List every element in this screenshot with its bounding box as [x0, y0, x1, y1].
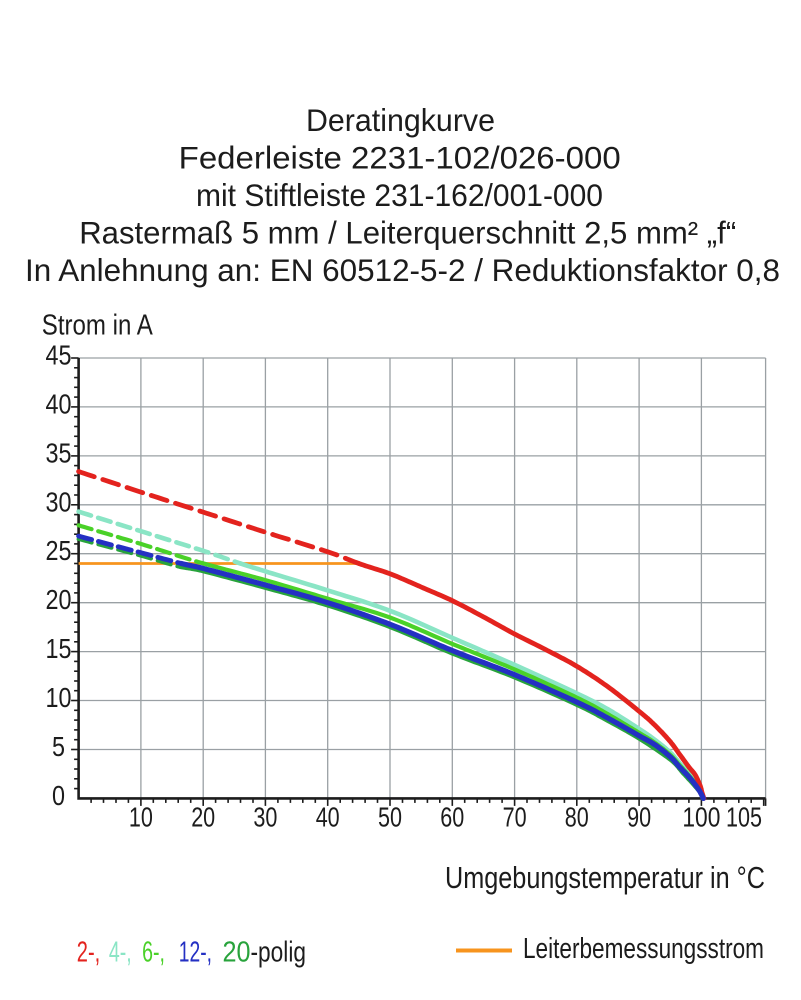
svg-text:105: 105: [726, 802, 762, 833]
svg-text:Strom in A: Strom in A: [42, 310, 154, 342]
svg-text:In Anlehnung an: EN 60512-5-2: In Anlehnung an: EN 60512-5-2 / Reduktio…: [25, 252, 780, 288]
svg-text:Deratingkurve: Deratingkurve: [306, 102, 495, 138]
svg-text:50: 50: [378, 802, 402, 833]
svg-text:Leiterbemessungsstrom: Leiterbemessungsstrom: [523, 933, 764, 965]
svg-text:25: 25: [46, 535, 72, 566]
svg-text:2-,: 2-,: [77, 937, 100, 969]
svg-text:Rastermaß 5 mm / Leiterquersch: Rastermaß 5 mm / Leiterquerschnitt 2,5 m…: [79, 215, 736, 251]
svg-text:Federleiste 2231-102/026-000: Federleiste 2231-102/026-000: [179, 140, 621, 176]
svg-text:20: 20: [223, 937, 251, 969]
svg-text:12-,: 12-,: [179, 937, 212, 969]
svg-text:0: 0: [52, 780, 65, 811]
svg-text:30: 30: [46, 486, 72, 517]
svg-text:90: 90: [627, 802, 651, 833]
svg-text:80: 80: [565, 802, 589, 833]
svg-text:6-,: 6-,: [142, 937, 165, 969]
svg-text:20: 20: [46, 584, 72, 615]
svg-text:40: 40: [316, 802, 340, 833]
svg-text:mit Stiftleiste 231-162/001-00: mit Stiftleiste 231-162/001-000: [196, 177, 603, 213]
svg-text:70: 70: [503, 802, 527, 833]
svg-text:35: 35: [46, 437, 72, 468]
svg-text:Umgebungstemperatur in °C: Umgebungstemperatur in °C: [445, 860, 765, 895]
svg-text:100: 100: [682, 802, 720, 833]
svg-text:30: 30: [253, 802, 277, 833]
svg-text:10: 10: [46, 682, 72, 713]
svg-text:20: 20: [191, 802, 215, 833]
svg-text:45: 45: [46, 340, 72, 371]
svg-text:40: 40: [46, 388, 72, 419]
svg-text:15: 15: [46, 633, 72, 664]
svg-text:4-,: 4-,: [109, 937, 132, 969]
svg-text:60: 60: [440, 802, 464, 833]
svg-text:5: 5: [52, 731, 65, 762]
svg-text:-polig: -polig: [251, 937, 307, 969]
svg-text:10: 10: [129, 802, 153, 833]
